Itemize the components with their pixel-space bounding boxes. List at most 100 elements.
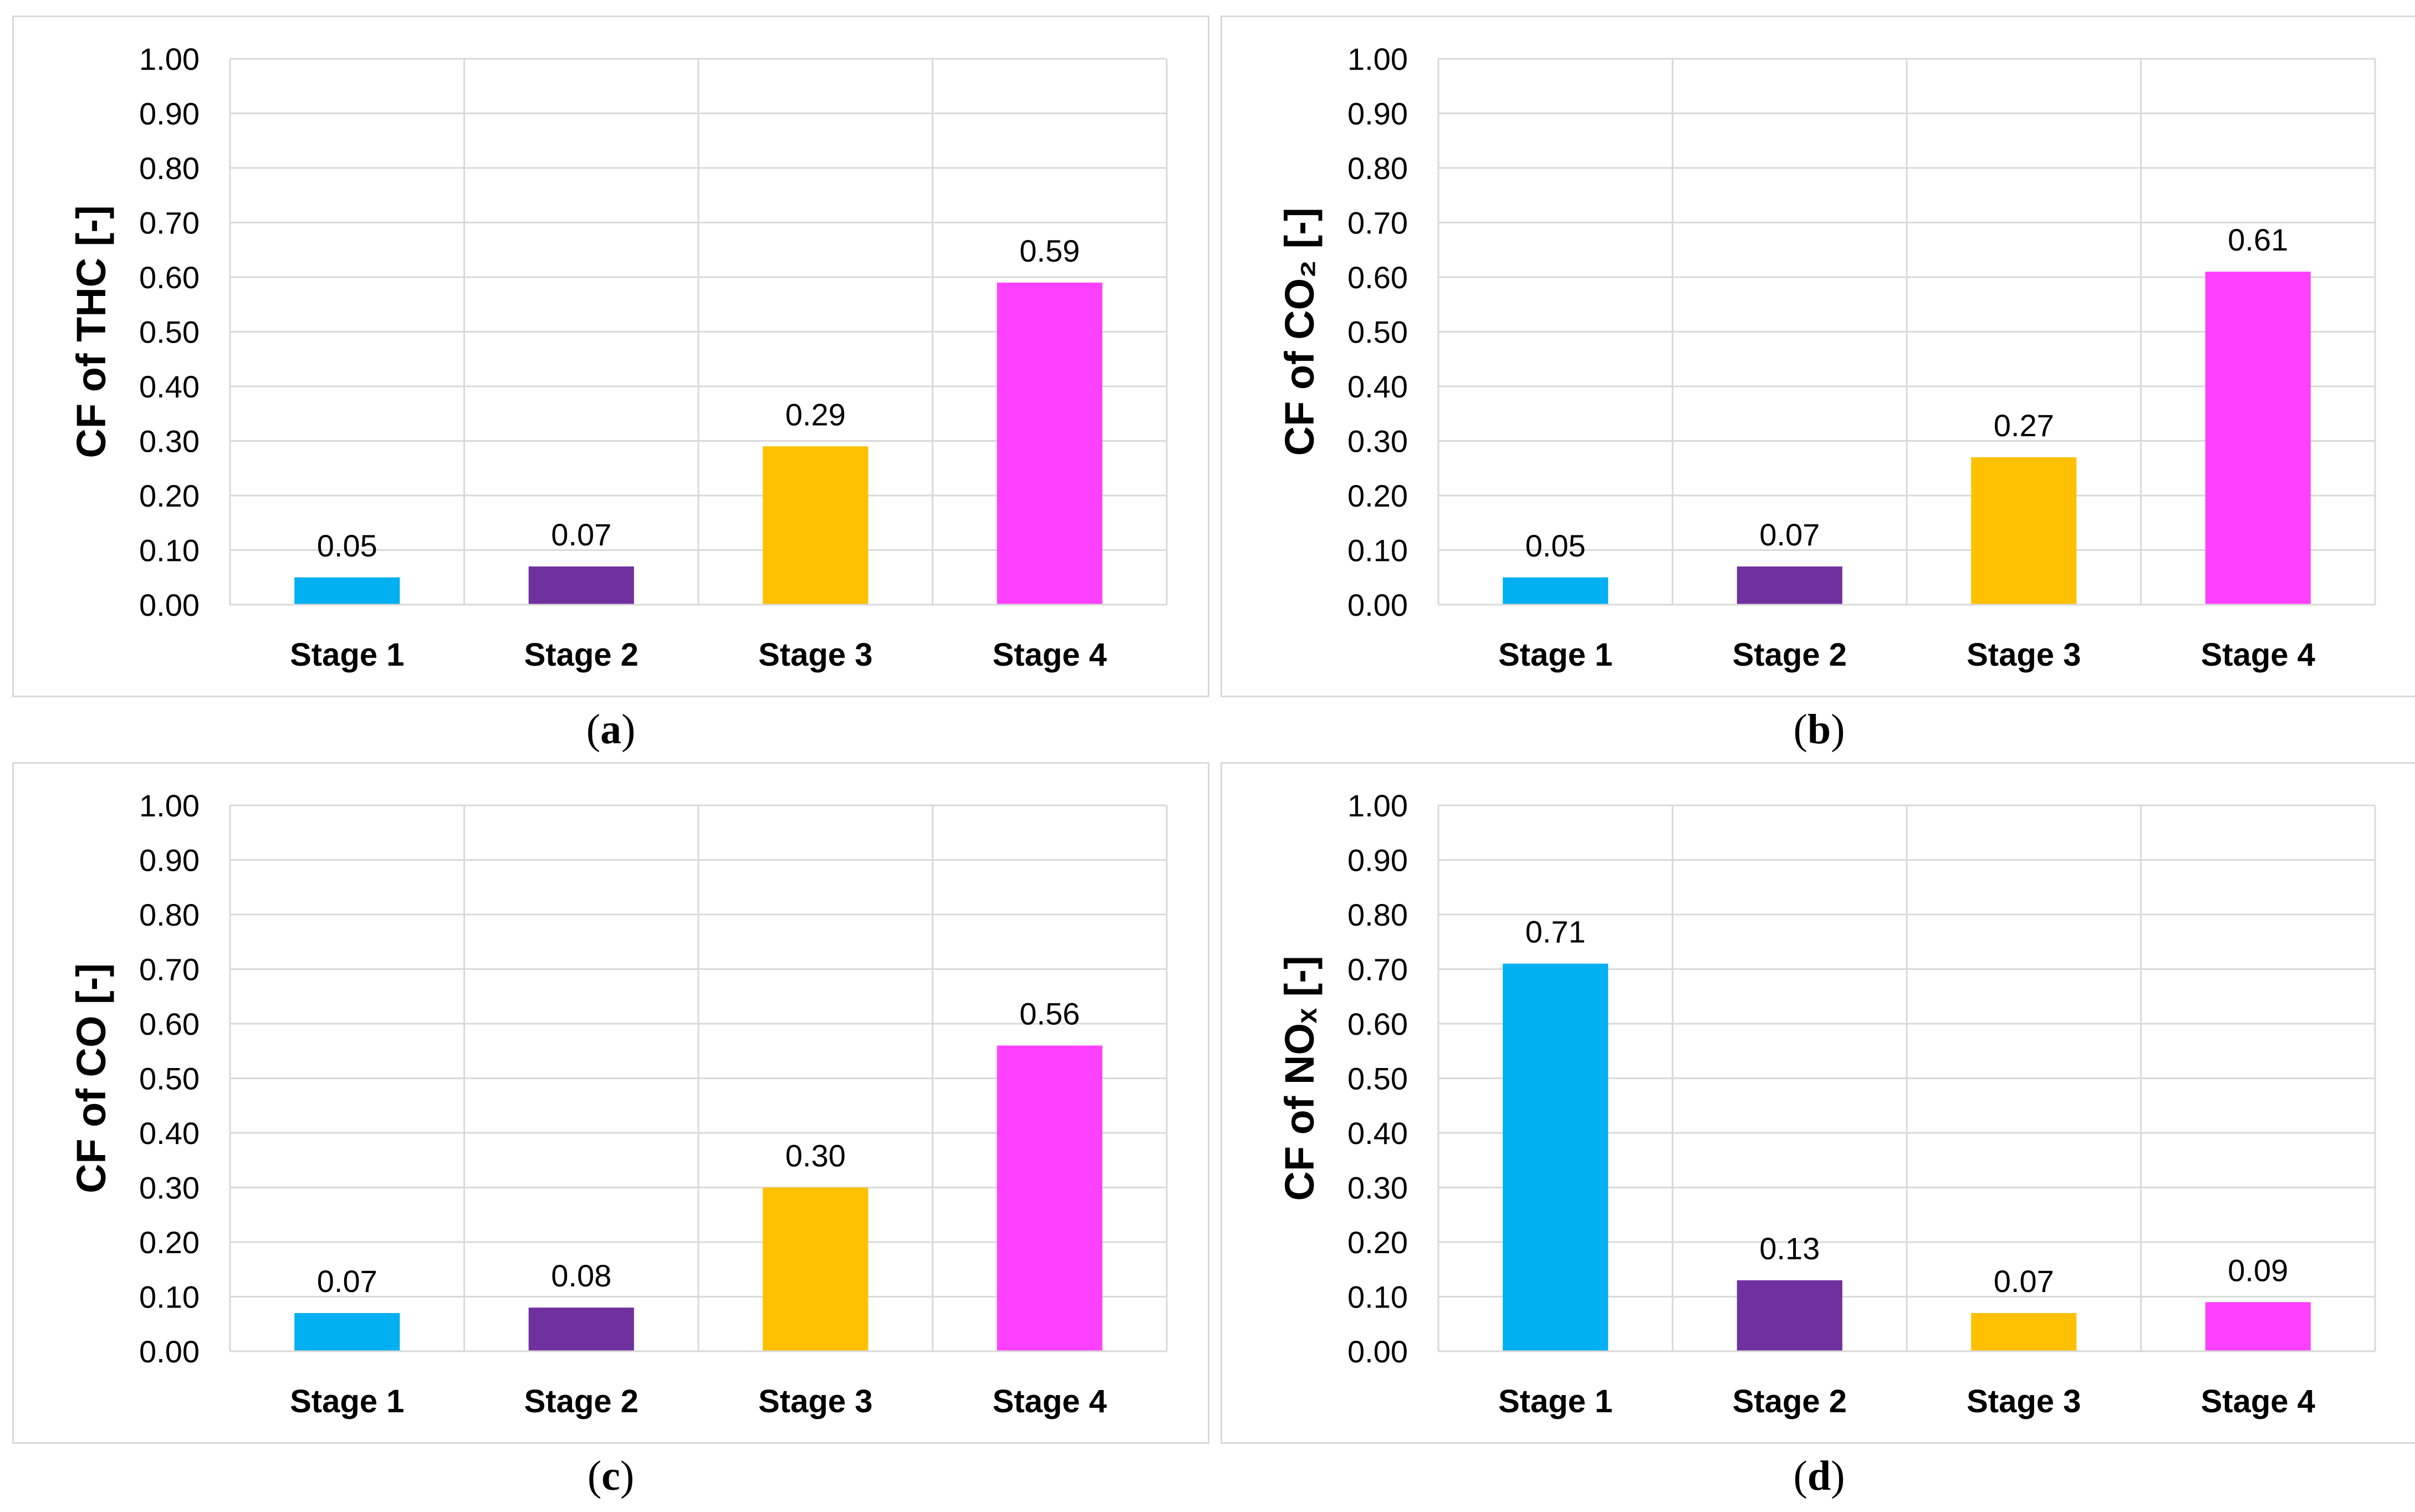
bar	[1971, 457, 2077, 605]
bar-chart: 0.00 0.10 0.20 0.30 0.40 0.50 0.60 0.70 0.80 0.90…	[1277, 788, 2376, 1419]
y-tick-label: 0.60	[1347, 260, 1408, 295]
x-tick-label: Stage 1	[290, 637, 404, 673]
bar-chart: 0.00 0.10 0.20 0.30 0.40 0.50 0.60 0.70 0.80 0.90…	[68, 42, 1168, 673]
bar	[528, 566, 634, 605]
y-tick-label: 0.60	[139, 1007, 200, 1041]
x-tick-label: Stage 4	[993, 637, 1107, 673]
y-tick-label: 0.20	[1347, 478, 1408, 513]
y-tick-label: 0.40	[139, 369, 200, 404]
y-tick-label: 0.30	[139, 1171, 200, 1205]
y-tick-label: 0.30	[139, 424, 200, 459]
y-axis-title: CF of THC [-]	[68, 205, 114, 458]
data-label: 0.05	[317, 528, 377, 563]
y-tick-label: 0.90	[139, 96, 200, 131]
y-tick-label: 0.00	[139, 1334, 200, 1369]
bar-chart: 0.00 0.10 0.20 0.30 0.40 0.50 0.60 0.70 0.80 0.90…	[68, 788, 1168, 1419]
data-label: 0.07	[551, 517, 611, 552]
x-tick-label: Stage 4	[993, 1383, 1107, 1419]
data-label: 0.56	[1019, 996, 1080, 1031]
bar	[763, 446, 869, 605]
chart-frame: 0.00 0.10 0.20 0.30 0.40 0.50 0.60 0.70 0.80 0.90…	[1221, 762, 2415, 1444]
y-tick-label: 0.70	[139, 952, 200, 987]
bar	[528, 1307, 634, 1351]
y-tick-label: 0.90	[139, 843, 200, 878]
y-tick-label: 0.20	[139, 478, 200, 513]
y-tick-label: 0.10	[1347, 1280, 1408, 1315]
y-tick-label: 0.70	[1347, 206, 1408, 241]
data-label: 0.71	[1525, 915, 1586, 949]
panel-caption: (c)	[587, 1453, 635, 1499]
bar	[294, 577, 400, 605]
y-tick-label: 0.70	[1347, 952, 1408, 987]
y-axis-title: CF of NOₓ [-]	[1277, 956, 1323, 1201]
y-tick-label: 0.20	[1347, 1225, 1408, 1260]
data-label: 0.27	[1994, 408, 2054, 443]
y-tick-label: 0.80	[1347, 151, 1408, 186]
y-tick-label: 1.00	[1347, 788, 1408, 823]
y-tick-label: 0.80	[1347, 897, 1408, 932]
bar	[1737, 1280, 1842, 1351]
bar	[1737, 566, 1842, 605]
y-tick-label: 1.00	[1347, 42, 1408, 76]
y-tick-label: 0.90	[1347, 843, 1408, 878]
y-tick-label: 0.80	[139, 151, 200, 186]
y-tick-label: 0.70	[139, 206, 200, 241]
x-tick-label: Stage 1	[1498, 1383, 1612, 1419]
data-label: 0.61	[2228, 222, 2288, 257]
bar	[2205, 1302, 2311, 1351]
panel-caption: (d)	[1793, 1453, 1845, 1499]
y-tick-label: 0.50	[139, 1061, 200, 1096]
data-label: 0.07	[1994, 1264, 2054, 1299]
x-tick-label: Stage 3	[1967, 1383, 2081, 1419]
y-tick-label: 0.30	[1347, 424, 1408, 459]
y-tick-label: 0.60	[1347, 1007, 1408, 1041]
data-label: 0.05	[1525, 528, 1586, 563]
y-tick-label: 0.10	[139, 533, 200, 568]
panel-letter: a	[600, 706, 621, 753]
data-label: 0.29	[785, 397, 846, 432]
y-tick-label: 1.00	[139, 788, 200, 823]
bar-chart: 0.00 0.10 0.20 0.30 0.40 0.50 0.60 0.70 0.80 0.90…	[1277, 42, 2376, 673]
y-axis-title: CF of CO₂ [-]	[1277, 208, 1323, 456]
y-tick-label: 0.20	[139, 1225, 200, 1260]
data-label: 0.59	[1019, 233, 1080, 268]
panel-caption: (a)	[586, 706, 636, 753]
y-axis-title: CF of CO [-]	[68, 963, 114, 1193]
panel-letter: c	[601, 1453, 620, 1499]
data-label: 0.07	[317, 1264, 377, 1299]
y-tick-label: 0.60	[139, 260, 200, 295]
data-label: 0.30	[785, 1138, 846, 1173]
chart-frame: 0.00 0.10 0.20 0.30 0.40 0.50 0.60 0.70 0.80 0.90…	[1221, 16, 2415, 697]
chart-frame: 0.00 0.10 0.20 0.30 0.40 0.50 0.60 0.70 0.80 0.90…	[12, 762, 1209, 1444]
data-label: 0.13	[1759, 1231, 1820, 1266]
x-tick-label: Stage 2	[524, 637, 639, 673]
panel-letter: b	[1807, 706, 1831, 753]
x-tick-label: Stage 2	[1733, 1383, 1847, 1419]
bar	[997, 1045, 1102, 1351]
y-tick-label: 0.30	[1347, 1171, 1408, 1205]
y-tick-label: 0.00	[139, 588, 200, 622]
x-tick-label: Stage 4	[2201, 1383, 2315, 1419]
x-tick-label: Stage 2	[1733, 637, 1847, 673]
data-label: 0.08	[551, 1258, 611, 1293]
bar	[1503, 963, 1609, 1351]
bar	[997, 282, 1102, 605]
panel-caption: (b)	[1793, 706, 1845, 753]
data-label: 0.09	[2228, 1253, 2288, 1288]
x-tick-label: Stage 3	[1967, 637, 2081, 673]
chart-frame: 0.00 0.10 0.20 0.30 0.40 0.50 0.60 0.70 0.80 0.90…	[12, 16, 1209, 697]
y-tick-label: 0.40	[139, 1116, 200, 1151]
y-tick-label: 0.50	[1347, 315, 1408, 350]
y-tick-label: 0.10	[139, 1280, 200, 1315]
x-tick-label: Stage 2	[524, 1383, 639, 1419]
bar	[294, 1313, 400, 1351]
x-tick-label: Stage 4	[2201, 637, 2315, 673]
y-tick-label: 0.10	[1347, 533, 1408, 568]
y-tick-label: 0.90	[1347, 96, 1408, 131]
y-tick-label: 0.50	[1347, 1061, 1408, 1096]
y-tick-label: 1.00	[139, 42, 200, 76]
bar	[1971, 1313, 2077, 1351]
bar	[2205, 272, 2311, 605]
y-tick-label: 0.50	[139, 315, 200, 350]
bar	[1503, 577, 1609, 605]
